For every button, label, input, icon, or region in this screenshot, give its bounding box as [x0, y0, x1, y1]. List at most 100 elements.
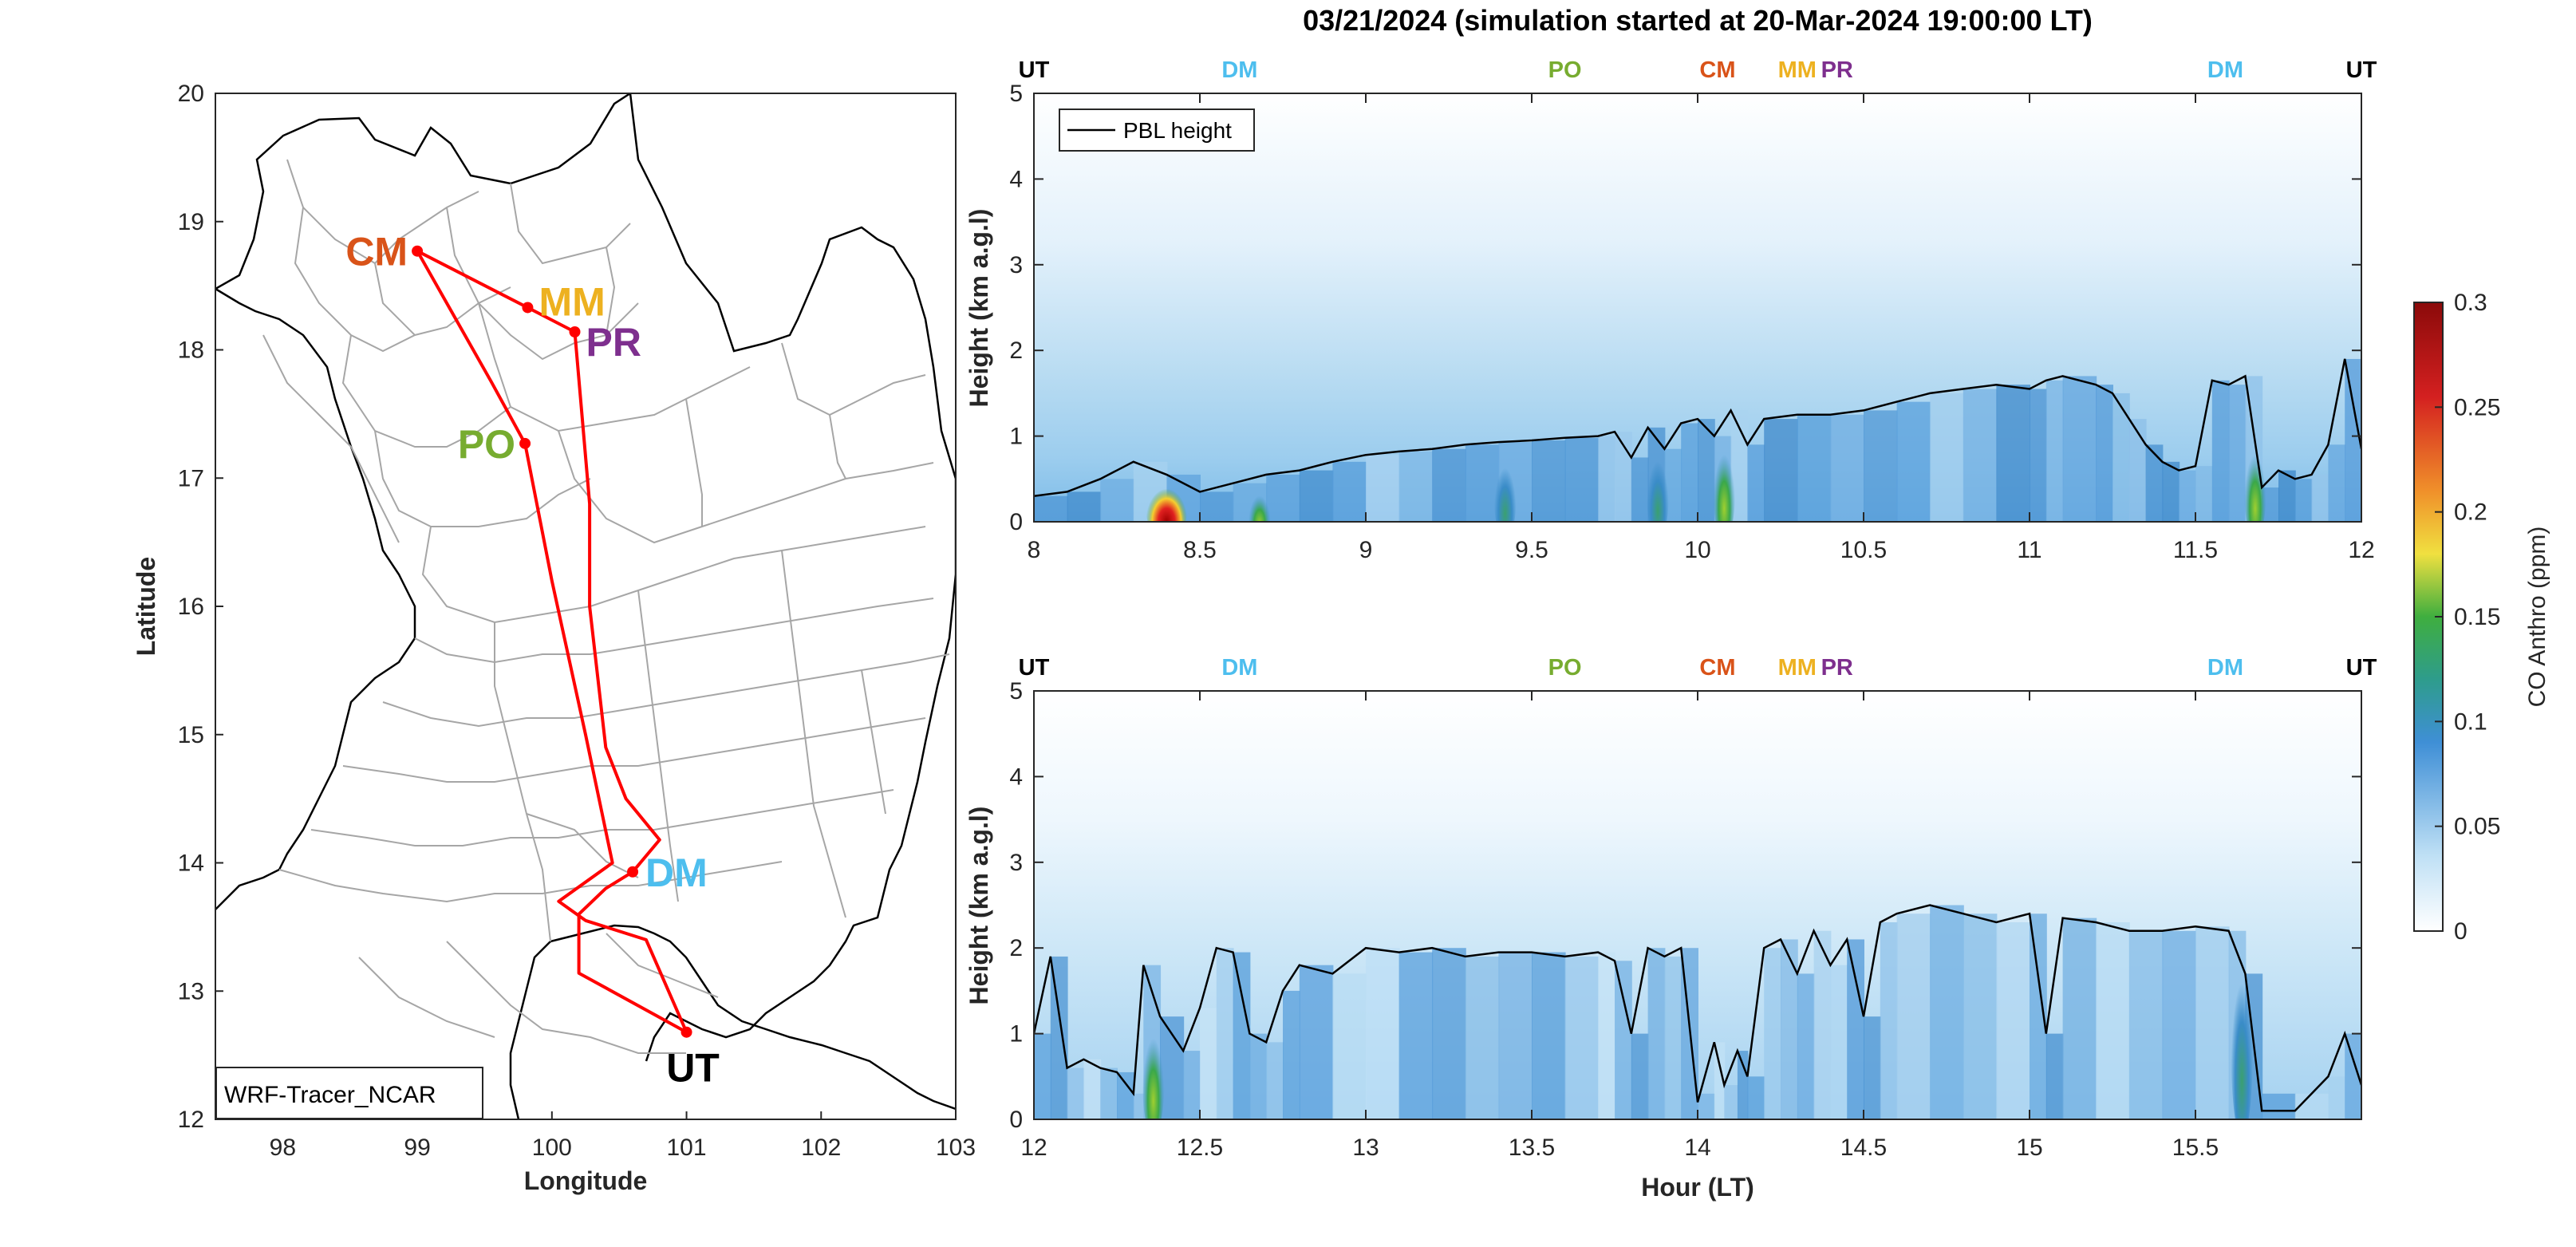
map-y-tick-label: 15 [178, 722, 204, 748]
y-tick-label: 4 [1009, 166, 1023, 192]
map-y-axis-label: Latitude [132, 557, 160, 656]
heatmap-column [1598, 952, 1615, 1119]
x-tick-label: 10 [1684, 537, 1710, 563]
heatmap-column [1034, 1033, 1051, 1119]
y-tick-label: 0 [1009, 509, 1023, 535]
heatmap-column [2128, 419, 2147, 522]
map-y-tick-label: 20 [178, 81, 204, 107]
colorbar-tick-label: 0.25 [2454, 394, 2500, 420]
heatmap-column [2128, 930, 2164, 1119]
colorbar-label: CO Anthro (ppm) [2524, 527, 2550, 708]
map-y-tick-label: 18 [178, 337, 204, 364]
heatmap-column [1233, 952, 1251, 1119]
x-tick-label: 14 [1684, 1135, 1710, 1161]
y-tick-label: 4 [1009, 764, 1023, 790]
colorbar-tick-label: 0.05 [2454, 814, 2500, 840]
map-y-tick-label: 16 [178, 594, 204, 620]
heatmap-column [1664, 956, 1682, 1119]
heatmap-column [1067, 1067, 1085, 1119]
heatmap-column [1332, 461, 1367, 522]
heatmap-column [2030, 914, 2047, 1119]
pbl-line-top [1034, 358, 2361, 498]
heatmap-column [1249, 1033, 1268, 1119]
station-label-pr: PR [586, 320, 641, 365]
heatmap-column [1050, 956, 1068, 1119]
x-tick-label: 13 [1352, 1135, 1379, 1161]
colorbar-tick-label: 0.1 [2454, 708, 2487, 735]
heatmap-column [1266, 474, 1300, 522]
stop-label-ut: UT [1019, 57, 1050, 83]
map-x-tick-label: 101 [667, 1135, 707, 1161]
heatmap-column [1266, 1042, 1284, 1119]
heatmap-column [1930, 393, 1964, 522]
colorbar-tick-label: 0 [2454, 918, 2468, 945]
heatmap-column [2294, 479, 2313, 522]
heatmap-column [1737, 1051, 1749, 1119]
heatmap-column [1664, 448, 1682, 522]
co-hotspot [1713, 432, 1736, 522]
heatmap-column [1083, 1059, 1102, 1119]
heatmap-column [1996, 921, 2030, 1119]
legend-label: PBL height [1123, 118, 1232, 143]
y-tick-label: 1 [1009, 424, 1023, 450]
heatmap-column [1830, 414, 1864, 522]
x-tick-label: 11.5 [2173, 537, 2218, 563]
heatmap-column [1117, 1071, 1134, 1119]
heatmap-column [1216, 948, 1234, 1119]
x-tick-label: 13.5 [1509, 1135, 1555, 1161]
heatmap-hotspots-top [1146, 432, 2266, 522]
heatmap-column [2328, 444, 2346, 522]
station-label-mm: MM [538, 279, 605, 324]
y-axis-label-top: Height (km a.g.l) [965, 209, 993, 408]
heatmap-column [1698, 1093, 1715, 1119]
heatmap-column [1200, 491, 1234, 522]
stop-label-cm: CM [1699, 655, 1735, 681]
stop-label-ut: UT [1019, 655, 1050, 681]
colorbar-tick-label: 0.3 [2454, 290, 2487, 316]
heatmap-column [1598, 436, 1615, 522]
x-tick-label: 8.5 [1183, 537, 1217, 563]
heatmap-column [2278, 470, 2296, 522]
heatmap-column [2345, 1033, 2361, 1119]
heatmap-column [1864, 1016, 1881, 1119]
co-hotspot [2231, 945, 2254, 1119]
heatmap-column [1631, 1033, 1649, 1119]
heatmap-column [1615, 961, 1632, 1119]
heatmap-column [2211, 380, 2230, 522]
heatmap-column [1963, 914, 1998, 1119]
heatmap-column [2096, 921, 2130, 1119]
stop-label-mm: MM [1778, 655, 1817, 681]
figure-title: 03/21/2024 (simulation started at 20-Mar… [1303, 4, 2093, 37]
heatmap-column [1830, 965, 1848, 1119]
heatmap-column [1864, 410, 1898, 522]
heatmap-column [1996, 385, 2030, 522]
model-label: WRF-Tracer_NCAR [224, 1082, 436, 1108]
stop-label-po: PO [1548, 57, 1582, 83]
heatmap-column [1299, 965, 1334, 1119]
heatmap-column [1532, 440, 1566, 522]
heatmap-column [1432, 448, 1466, 522]
heatmap-column [1764, 948, 1781, 1119]
heatmap-column [2195, 466, 2213, 522]
heatmap-column [2162, 930, 2196, 1119]
y-tick-label: 3 [1009, 252, 1023, 278]
heatmap-column [2062, 917, 2097, 1119]
station-label-dm: DM [645, 850, 708, 895]
heatmap-column [1564, 437, 1600, 522]
y-tick-label: 5 [1009, 678, 1023, 704]
heatmap-column [2045, 380, 2064, 522]
heatmap-column [1896, 401, 1931, 522]
map-x-tick-label: 103 [936, 1135, 976, 1161]
heatmap-column [1299, 470, 1334, 522]
y-tick-label: 3 [1009, 850, 1023, 876]
x-ticks-bottom: 12 12.5 13 13.5 14 14.5 15 15.5 [1020, 691, 2219, 1161]
heatmap-column [2145, 444, 2164, 522]
heatmap-column [1564, 956, 1600, 1119]
station-dot-dm [627, 866, 639, 878]
map-y-tick-label: 14 [178, 850, 204, 877]
heatmap-column [1963, 389, 1998, 522]
stop-label-dm: DM [1221, 655, 1257, 681]
